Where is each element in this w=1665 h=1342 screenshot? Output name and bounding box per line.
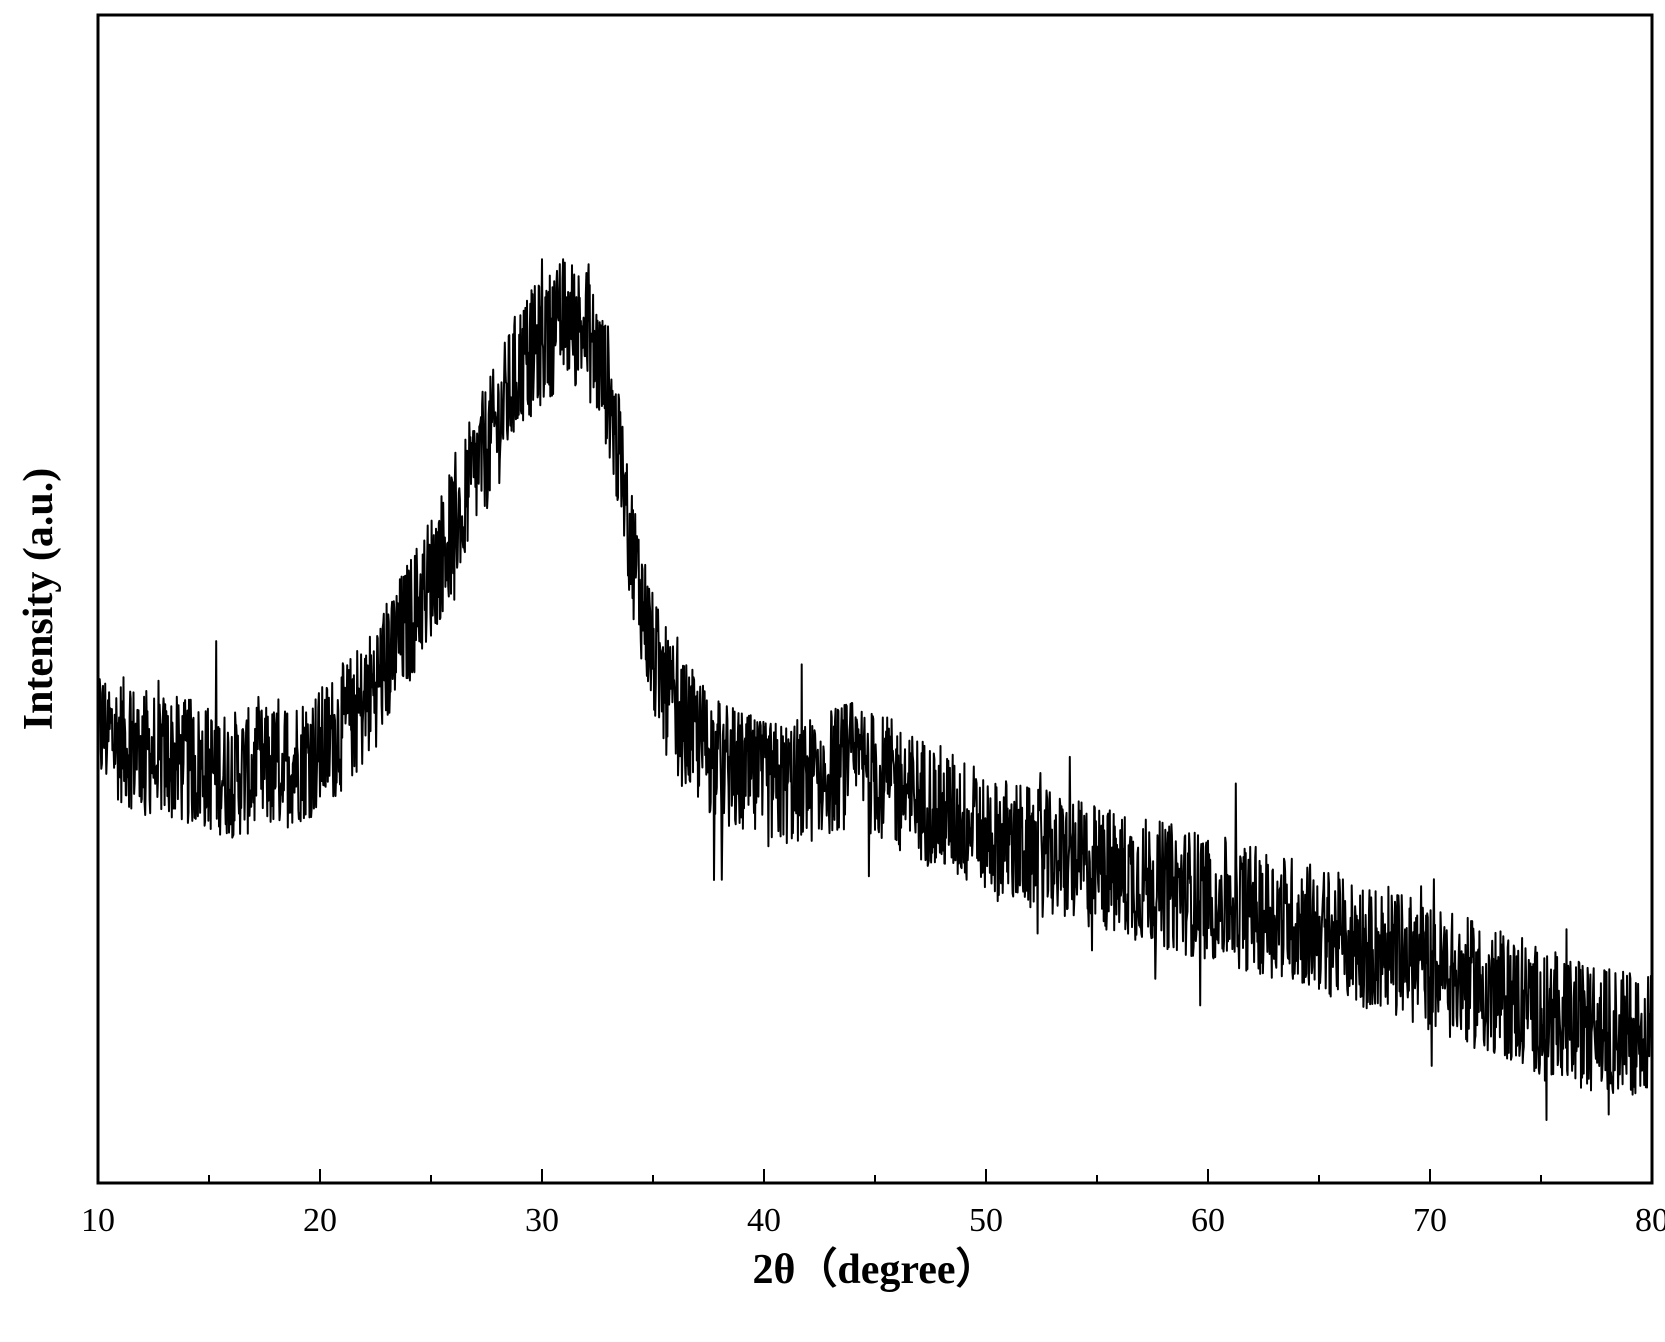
x-tick-label: 60 — [1191, 1202, 1225, 1239]
x-tick-label: 50 — [969, 1202, 1003, 1239]
x-tick-label: 20 — [303, 1202, 337, 1239]
series-line — [97, 258, 1653, 1121]
x-axis-title: 2θ（degree） — [752, 1246, 997, 1293]
x-tick-label: 30 — [525, 1202, 559, 1239]
x-tick-label: 70 — [1413, 1202, 1447, 1239]
plot-frame — [96, 13, 1654, 1185]
x-axis-tick-labels: 10 20 30 40 50 60 70 80 — [81, 1202, 1665, 1239]
x-axis-ticks — [97, 1169, 1653, 1183]
y-axis-title: Intensity (a.u.) — [16, 468, 62, 731]
x-tick-label: 40 — [747, 1202, 781, 1239]
x-tick-label: 10 — [81, 1202, 115, 1239]
x-tick-label: 80 — [1635, 1202, 1665, 1239]
